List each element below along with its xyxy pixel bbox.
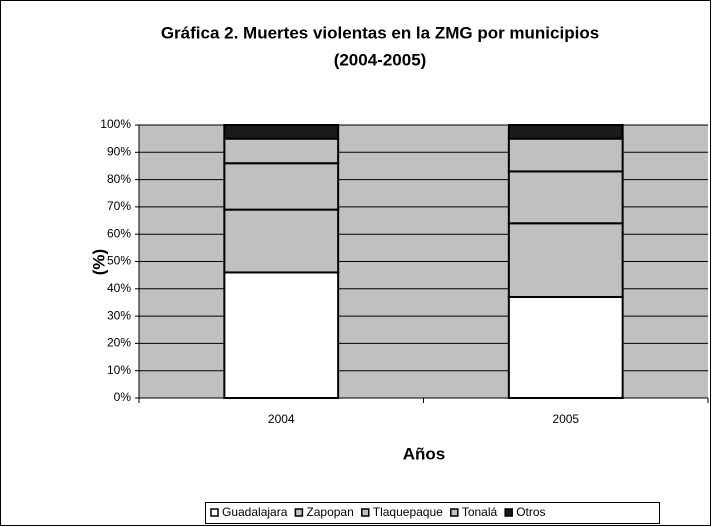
bar-segment xyxy=(223,124,340,140)
y-tick-label: 50% xyxy=(107,254,131,268)
legend-label: Otros xyxy=(516,505,545,519)
x-axis-label: Años xyxy=(403,444,446,463)
y-tick-label: 60% xyxy=(107,226,131,240)
chart-title: Gráfica 2. Muertes violentas en la ZMG p… xyxy=(161,23,599,42)
y-axis-label: (%) xyxy=(89,249,108,275)
legend-label: Zapopan xyxy=(306,505,353,519)
legend-swatch xyxy=(361,508,370,517)
legend-label: Guadalajara xyxy=(222,505,288,519)
bar-segment xyxy=(507,295,624,399)
bar-segment xyxy=(507,222,624,298)
y-tick-label: 90% xyxy=(107,144,131,158)
bar-segment xyxy=(223,208,340,274)
y-tick-label: 0% xyxy=(114,390,132,404)
y-tick-label: 70% xyxy=(107,199,131,213)
legend-swatch xyxy=(294,508,304,517)
chart-subtitle: (2004-2005) xyxy=(334,50,427,69)
y-tick-label: 80% xyxy=(107,172,131,186)
y-tick-label: 100% xyxy=(100,117,131,131)
legend-label: Tlaquepaque xyxy=(373,505,443,519)
x-tick-label: 2004 xyxy=(268,412,295,426)
y-tick-label: 30% xyxy=(107,308,131,322)
bar-segment xyxy=(507,137,624,173)
bar-segment xyxy=(223,137,340,165)
y-tick-label: 40% xyxy=(107,281,131,295)
legend-label: Tonalá xyxy=(462,505,498,519)
bar-segment xyxy=(223,162,340,211)
y-tick-label: 10% xyxy=(107,363,131,377)
legend-swatch xyxy=(504,508,513,517)
legend-box xyxy=(205,502,660,524)
y-tick-label: 20% xyxy=(107,336,131,350)
bar-segment xyxy=(507,124,624,140)
bar-segment xyxy=(223,271,340,400)
bar-segment xyxy=(507,170,624,225)
x-tick-label: 2005 xyxy=(552,412,579,426)
legend-swatch xyxy=(210,508,219,517)
legend-swatch xyxy=(450,508,459,517)
